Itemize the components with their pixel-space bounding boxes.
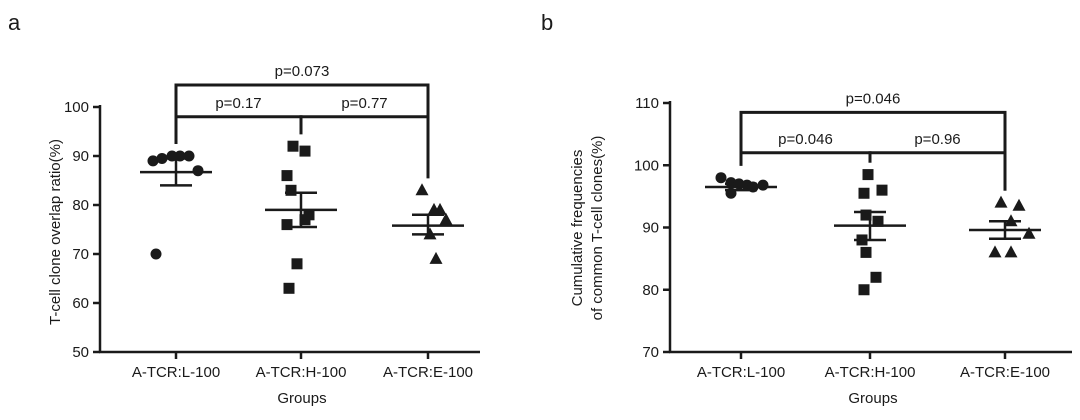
panel-a-data-point <box>283 282 295 294</box>
panel-b-p-value-label: p=0.046 <box>846 90 901 107</box>
panel-b-mean-sem <box>705 182 1041 242</box>
panel-b-y-tick-label: 80 <box>642 282 659 299</box>
panel-b-data-point <box>870 271 882 283</box>
panel-b-p-value-label: p=0.96 <box>914 131 960 148</box>
panel-a-data-point <box>429 251 443 264</box>
panel-a-data-point <box>427 202 441 215</box>
panel-a-x-tick-label: A-TCR:L-100 <box>132 364 220 381</box>
panel-b-y-axis-title-line2: of common T-cell clones(%) <box>589 136 606 321</box>
panel-b-x-tick-label: A-TCR:E-100 <box>960 364 1050 381</box>
panel-b-data-point <box>858 284 870 296</box>
panel-a-axes <box>98 105 480 354</box>
panel-b-y-tick-label: 100 <box>634 157 659 174</box>
panel-a-significance-bracket <box>174 83 430 179</box>
panel-a-data-point <box>415 183 429 196</box>
panel-a-y-tick-label: 50 <box>72 344 89 361</box>
panel-b-x-axis-title: Groups <box>848 390 897 407</box>
panel-b-y-axis-title-line1: Cumulative frequencies <box>569 150 586 307</box>
panel-b-data-point <box>1012 198 1026 211</box>
panel-b-y-ticks: 70 80 90 100 110 <box>634 95 670 361</box>
panel-b-data-point <box>994 195 1008 208</box>
panel-a-points <box>147 140 453 294</box>
panel-a-p-value-label: p=0.073 <box>275 63 330 80</box>
panel-a-y-tick-label: 60 <box>72 295 89 312</box>
panel-a-y-tick-label: 100 <box>64 99 89 116</box>
panel-b-x-categories: A-TCR:L-100 A-TCR:H-100 A-TCR:E-100 <box>697 352 1050 381</box>
panel-b-data-point <box>860 209 872 221</box>
panel-b-data-point <box>988 245 1002 258</box>
panel-a-p-value-label: p=0.17 <box>215 95 261 112</box>
panel-b-data-point <box>876 184 888 196</box>
panel-a-data-point <box>150 248 162 260</box>
panel-a-data-point <box>285 184 297 196</box>
panel-a: a T-cell clone overlap ratio(%) Groups 5… <box>8 10 480 407</box>
panel-b-axes <box>668 101 1072 354</box>
panel-a-data-point <box>192 165 204 177</box>
panel-a-data-point <box>299 145 311 157</box>
panel-b-data-point <box>1022 226 1036 239</box>
panel-b-data-point <box>757 179 769 191</box>
panel-b-brackets: p=0.046 p=0.96 p=0.046 <box>739 90 1007 191</box>
panel-a-y-tick-label: 80 <box>72 197 89 214</box>
panel-b-p-value-label: p=0.046 <box>778 131 833 148</box>
panel-a-brackets: p=0.17 p=0.77 p=0.073 <box>174 63 430 179</box>
panel-b-x-tick-label: A-TCR:H-100 <box>825 364 916 381</box>
panel-b-letter: b <box>541 10 553 35</box>
panel-b-y-tick-label: 70 <box>642 344 659 361</box>
panel-a-data-point <box>439 212 453 225</box>
panel-a-x-axis-title: Groups <box>277 390 326 407</box>
panel-a-y-tick-label: 90 <box>72 148 89 165</box>
panel-a-x-tick-label: A-TCR:H-100 <box>256 364 347 381</box>
panel-a-significance-bracket <box>174 115 303 144</box>
panel-a-p-value-label: p=0.77 <box>341 95 387 112</box>
panel-b-data-point <box>860 246 872 258</box>
panel-a-y-ticks: 50 60 70 80 90 100 <box>64 99 100 361</box>
panel-a-data-point <box>281 170 293 182</box>
panel-a-x-tick-label: A-TCR:E-100 <box>383 364 473 381</box>
panel-b-y-tick-label: 110 <box>635 95 659 112</box>
panel-b-significance-bracket <box>739 110 1007 191</box>
panel-a-significance-bracket <box>299 115 430 179</box>
panel-a-data-point <box>303 209 315 221</box>
panel-a-y-tick-label: 70 <box>72 246 89 263</box>
panel-a-letter: a <box>8 10 21 35</box>
panel-b: b Cumulative frequencies of common T-cel… <box>541 10 1072 407</box>
panel-b-data-point <box>715 172 727 184</box>
panel-b-significance-bracket <box>868 151 1007 191</box>
panel-a-data-point <box>291 258 303 270</box>
panel-a-data-point <box>287 140 299 152</box>
panel-b-data-point <box>858 187 870 199</box>
panel-a-x-categories: A-TCR:L-100 A-TCR:H-100 A-TCR:E-100 <box>132 352 473 381</box>
panel-a-y-axis-title: T-cell clone overlap ratio(%) <box>47 139 64 325</box>
panel-a-data-point <box>281 219 293 231</box>
panel-b-significance-bracket <box>739 151 872 166</box>
panel-b-data-point <box>862 169 874 181</box>
panel-a-mean-sem <box>140 157 464 236</box>
panel-b-y-tick-label: 90 <box>642 220 659 237</box>
panel-b-data-point <box>1004 245 1018 258</box>
panel-a-data-point <box>147 155 159 167</box>
panel-b-data-point <box>872 215 884 227</box>
panel-a-data-point <box>183 150 195 162</box>
panel-b-x-tick-label: A-TCR:L-100 <box>697 364 785 381</box>
